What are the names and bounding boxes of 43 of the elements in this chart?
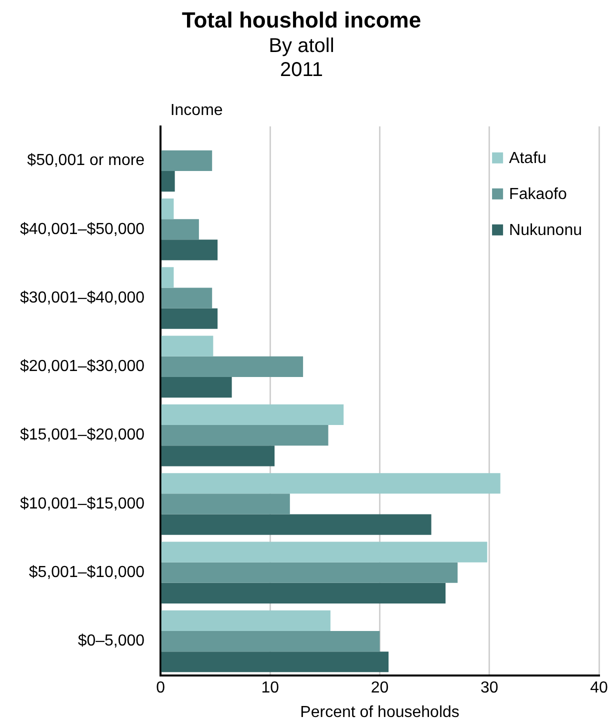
bar [161, 171, 175, 192]
bar [161, 425, 328, 446]
legend-label: Nukunonu [509, 222, 582, 239]
y-tick-label: $10,001–$15,000 [20, 495, 145, 512]
bar [161, 198, 174, 220]
bar [161, 610, 330, 631]
bar [161, 356, 304, 377]
bar [161, 562, 458, 583]
y-tick-label: $40,001–$50,000 [20, 220, 145, 238]
bar [161, 473, 500, 494]
y-tick-label: $15,001–$20,000 [20, 426, 145, 444]
bar [161, 308, 218, 329]
bar [161, 150, 212, 172]
bar [161, 288, 212, 308]
x-axis-title: Percent of households [300, 704, 460, 721]
y-axis-title: Income [170, 102, 223, 119]
x-tick-label: 30 [480, 680, 498, 697]
bar [161, 630, 380, 652]
legend-label: Fakaofo [509, 186, 567, 203]
legend-label: Atafu [509, 150, 546, 167]
chart-subtitle: By atoll 2011 [268, 34, 334, 81]
bar [161, 240, 218, 260]
bar [161, 652, 389, 672]
bar [161, 336, 214, 356]
y-tick-label: $0–5,000 [78, 632, 145, 650]
x-tick-label: 40 [590, 680, 608, 697]
chart-title: Total houshold income [182, 7, 422, 32]
bar [161, 404, 344, 426]
x-tick-label: 0 [156, 680, 166, 697]
bar [161, 494, 290, 514]
bar [161, 542, 488, 562]
bar [161, 267, 174, 288]
y-tick-label: $5,001–$10,000 [28, 564, 145, 582]
x-tick-label: 20 [370, 680, 389, 697]
x-tick-label: 10 [261, 680, 280, 697]
y-tick-label: $20,001–$30,000 [20, 358, 145, 376]
bar [161, 582, 446, 604]
bar [161, 446, 275, 466]
bar [161, 376, 232, 398]
y-tick-label: $50,001 or more [27, 152, 145, 170]
bar [161, 514, 432, 535]
y-tick-label: $30,001–$40,000 [20, 289, 145, 306]
bar [161, 219, 199, 240]
